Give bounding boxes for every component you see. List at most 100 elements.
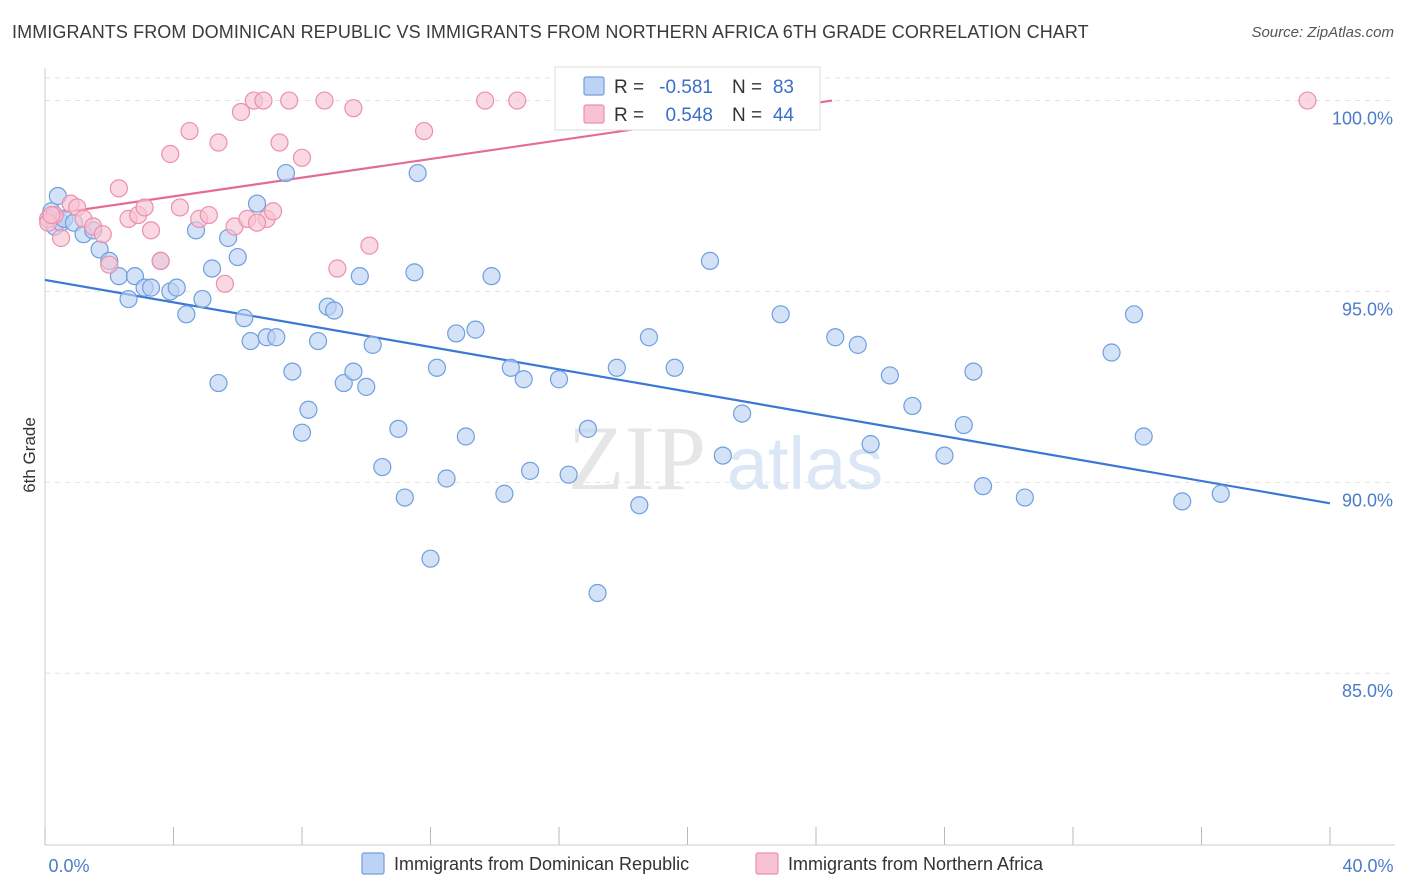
data-point: [363, 335, 382, 354]
data-point: [360, 236, 379, 255]
bottom-legend-label: Immigrants from Dominican Republic: [394, 854, 689, 874]
data-point: [1102, 343, 1121, 362]
x-tick-label: 0.0%: [48, 856, 89, 876]
data-point: [456, 427, 475, 446]
data-point: [1134, 427, 1153, 446]
data-point: [180, 121, 199, 141]
data-point: [135, 198, 154, 217]
data-point: [241, 331, 260, 351]
top-legend: R = -0.581 N = 83 R = 0.548 N = 44: [554, 66, 821, 131]
data-point: [514, 370, 533, 389]
data-point: [51, 228, 71, 248]
bottom-legend-swatch: [361, 852, 385, 875]
data-point: [350, 267, 369, 286]
data-point: [100, 255, 119, 274]
legend-r-label: R =: [614, 105, 644, 126]
data-point: [202, 259, 222, 278]
data-point: [700, 251, 720, 270]
data-point: [973, 477, 993, 496]
axes: [44, 68, 1395, 846]
legend-n-label: N =: [732, 77, 762, 98]
data-point: [308, 331, 328, 351]
data-point: [292, 148, 312, 167]
data-point: [209, 133, 228, 152]
data-point: [630, 496, 649, 515]
data-point: [476, 91, 495, 110]
data-point: [247, 194, 267, 213]
data-point: [170, 198, 190, 217]
legend-r-value: -0.581: [659, 77, 713, 98]
data-point: [280, 91, 299, 110]
data-point: [292, 423, 312, 442]
data-point: [520, 461, 540, 480]
legend-swatch: [583, 76, 605, 96]
data-point: [713, 446, 732, 465]
data-point: [315, 91, 334, 110]
data-point: [161, 144, 180, 164]
data-point: [109, 179, 128, 198]
data-point: [639, 328, 659, 347]
data-point: [964, 362, 983, 381]
data-point: [151, 251, 170, 270]
data-points: [39, 91, 1317, 603]
data-point: [578, 419, 598, 438]
data-point: [405, 263, 424, 282]
data-point: [826, 328, 845, 347]
data-point: [437, 469, 456, 488]
chart-title: IMMIGRANTS FROM DOMINICAN REPUBLIC VS IM…: [12, 22, 1089, 42]
data-point: [344, 362, 363, 381]
data-point: [325, 301, 344, 320]
data-point: [209, 373, 228, 393]
data-point: [199, 205, 218, 225]
data-point: [501, 358, 520, 377]
data-point: [427, 358, 447, 377]
data-point: [1173, 492, 1192, 511]
y-tick-label: 95.0%: [1342, 299, 1393, 319]
bottom-legend: Immigrants from Dominican Republic Immigr…: [361, 852, 1044, 875]
legend-r-label: R =: [614, 77, 644, 98]
data-point: [482, 267, 501, 286]
data-point: [193, 289, 212, 309]
data-point: [954, 415, 973, 435]
data-point: [447, 324, 466, 343]
data-point: [559, 465, 578, 484]
data-point: [231, 102, 251, 122]
legend-swatch: [583, 104, 605, 124]
data-point: [395, 488, 414, 507]
data-point: [167, 278, 186, 297]
watermark-atlas: atlas: [727, 422, 883, 505]
data-point: [1015, 488, 1034, 507]
data-point: [771, 305, 790, 324]
data-point: [119, 289, 138, 309]
data-point: [215, 274, 234, 293]
bottom-legend-label: Immigrants from Northern Africa: [788, 854, 1044, 874]
data-point: [508, 91, 527, 110]
data-point: [270, 133, 289, 152]
data-point: [344, 99, 363, 118]
data-point: [1211, 484, 1230, 503]
data-point: [466, 320, 485, 339]
data-point: [665, 358, 684, 377]
series-dominican-republic: [39, 163, 1230, 603]
grid-lines: [45, 77, 1395, 674]
data-point: [389, 419, 408, 438]
data-point: [414, 121, 434, 141]
data-point: [549, 370, 569, 389]
data-point: [263, 202, 283, 221]
data-point: [328, 259, 347, 278]
data-point: [228, 247, 247, 267]
data-point: [1298, 91, 1317, 110]
data-point: [880, 366, 899, 385]
data-point: [177, 305, 196, 324]
data-point: [607, 358, 626, 377]
data-point: [93, 225, 112, 244]
data-point: [1124, 305, 1144, 324]
x-tick-label: 40.0%: [1342, 856, 1393, 876]
data-point: [408, 163, 427, 183]
data-point: [588, 583, 607, 603]
data-point: [373, 457, 392, 477]
y-tick-labels: 85.0% 90.0% 95.0% 100.0%: [1332, 109, 1393, 702]
data-point: [283, 362, 302, 381]
data-point: [141, 278, 161, 297]
